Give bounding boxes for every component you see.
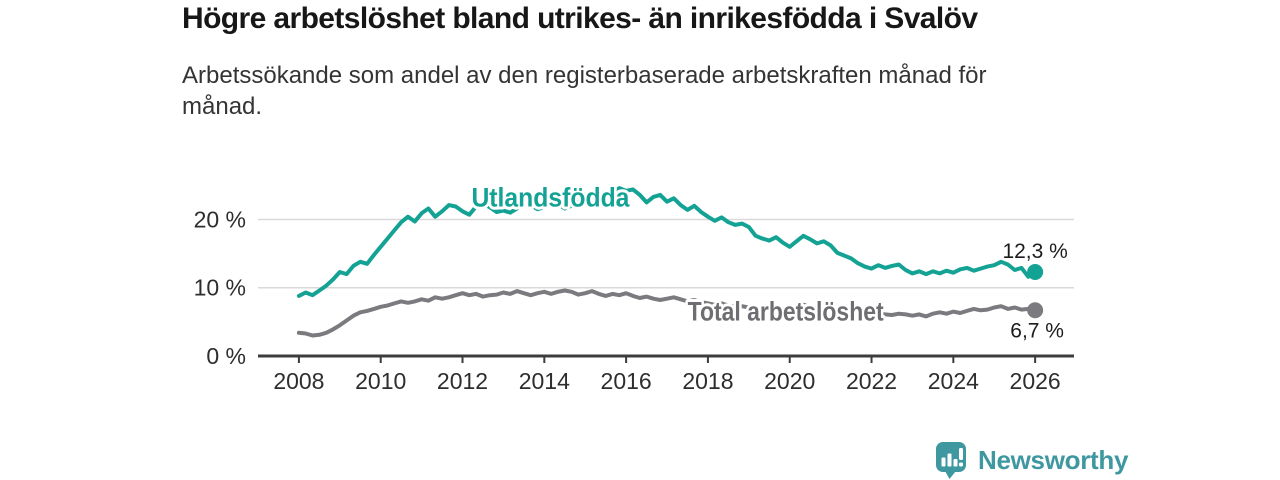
x-tick-label: 2024 [928,368,979,394]
chart-subtitle: Arbetssökande som andel av den registerb… [182,62,987,120]
series-line-total-arbetsl-shet [296,288,1038,338]
chart-title: Högre arbetslöshet bland utrikes- än inr… [182,2,978,35]
newsworthy-logo-text: Newsworthy [978,444,1129,475]
y-tick-label: 10 % [194,275,246,301]
series-label: Total arbetslöshet [688,297,884,327]
end-value-label: 6,7 % [1010,319,1064,342]
y-tick-label: 0 % [206,343,246,369]
x-tick-label: 2026 [1010,368,1061,394]
x-tick-label: 2014 [519,368,570,394]
end-value-label: 12,3 % [1002,240,1067,263]
x-tick-label: 2012 [437,368,488,394]
x-tick-label: 2018 [682,368,733,394]
x-tick-label: 2016 [601,368,652,394]
bar-chart-speech-bubble-icon [936,442,966,479]
series-end-dot [1027,264,1044,281]
y-tick-label: 20 % [194,206,246,232]
x-tick-label: 2020 [764,368,815,394]
x-tick-label: 2008 [273,368,324,394]
x-tick-label: 2010 [355,368,406,394]
series-line-utlandsf-dda [296,186,1038,298]
series-end-dot [1027,302,1044,319]
newsworthy-logo: Newsworthy [935,441,1128,479]
x-tick-label: 2022 [846,368,897,394]
series-label: Utlandsfödda [471,182,630,212]
